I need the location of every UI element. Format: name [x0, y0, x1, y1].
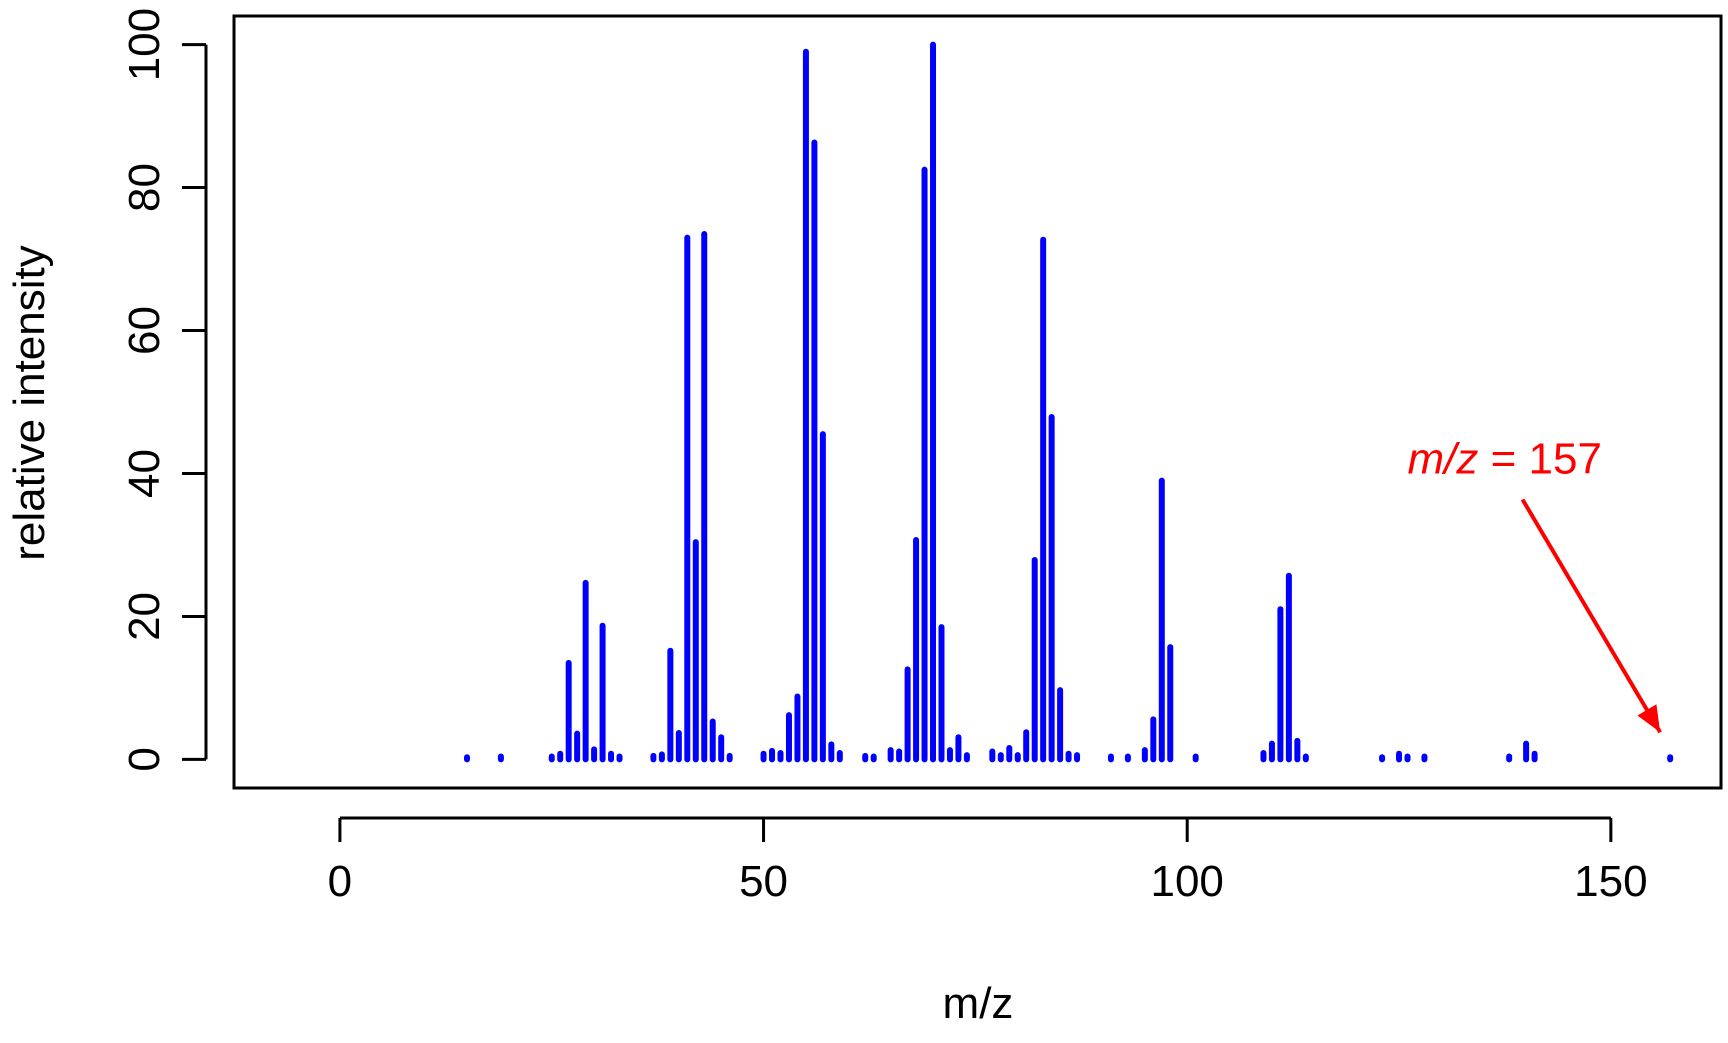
annotation-arrow-line — [1520, 498, 1662, 734]
annotation-label: m/z = 157 — [1408, 434, 1602, 483]
y-tick-label: 0 — [120, 747, 169, 771]
plot-frame — [232, 14, 1723, 790]
y-tick-label: 40 — [120, 449, 169, 498]
x-tick-label: 150 — [1574, 857, 1647, 906]
bars-group — [464, 41, 1674, 763]
x-tick-label: 0 — [328, 857, 352, 906]
y-tick-label: 60 — [120, 306, 169, 355]
y-tick-label: 20 — [120, 592, 169, 641]
x-axis: 0 50 100 150 — [328, 816, 1648, 906]
x-tick-label: 100 — [1150, 857, 1223, 906]
y-axis: 0 20 40 60 80 100 — [120, 8, 208, 772]
x-tick-label: 50 — [739, 857, 788, 906]
y-axis-title: relative intensity — [5, 245, 54, 560]
y-tick-label: 100 — [120, 8, 169, 81]
annotation-group: m/z = 157 — [1408, 434, 1662, 734]
annotation-arrowhead — [1637, 704, 1661, 733]
y-tick-label: 80 — [120, 163, 169, 212]
x-axis-title: m/z — [943, 979, 1014, 1028]
